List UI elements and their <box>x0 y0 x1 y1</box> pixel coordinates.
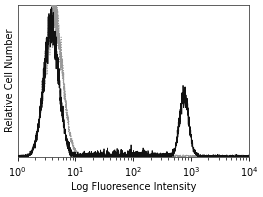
X-axis label: Log Fluoresence Intensity: Log Fluoresence Intensity <box>70 182 196 192</box>
Y-axis label: Relative Cell Number: Relative Cell Number <box>5 29 15 132</box>
